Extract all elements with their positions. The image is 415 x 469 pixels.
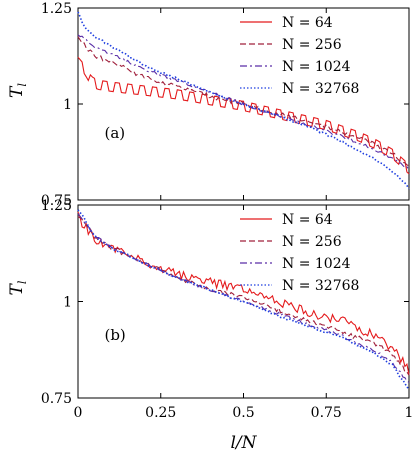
series-line-4	[77, 11, 410, 190]
x-tick-label: 1	[405, 405, 414, 421]
series-line-4	[77, 209, 410, 391]
y-tick-label: 1.25	[41, 198, 72, 214]
y-tick-label: 0.75	[41, 391, 72, 407]
y-axis-title: Tl	[7, 280, 29, 295]
y-tick-label: 1	[63, 97, 72, 113]
y-tick-label: 1	[63, 295, 72, 311]
x-tick-label: 0.5	[232, 405, 254, 421]
legend-label-1: N = 64	[282, 212, 333, 228]
legend-label-4: N = 32768	[282, 81, 359, 97]
x-tick-label: 0	[74, 405, 83, 421]
x-tick-label: 0.25	[145, 405, 176, 421]
legend-label-2: N = 256	[282, 37, 342, 53]
legend-label-4: N = 32768	[282, 278, 359, 294]
x-axis-title: l/N	[230, 433, 257, 453]
y-tick-label: 0.75	[41, 193, 72, 209]
x-tick-label: 0.75	[311, 405, 342, 421]
series-line-3	[77, 34, 410, 171]
panel-label: (a)	[104, 124, 125, 142]
y-axis-title: Tl	[7, 83, 29, 98]
series-line-3	[77, 213, 410, 383]
y-tick-label: 1.25	[41, 1, 72, 17]
series-line-1	[77, 56, 410, 175]
panel-label: (b)	[104, 326, 125, 344]
legend-label-3: N = 1024	[282, 256, 351, 272]
legend-label-3: N = 1024	[282, 59, 351, 75]
legend-label-1: N = 64	[282, 15, 333, 31]
series-line-2	[77, 216, 410, 376]
legend-label-2: N = 256	[282, 234, 342, 250]
